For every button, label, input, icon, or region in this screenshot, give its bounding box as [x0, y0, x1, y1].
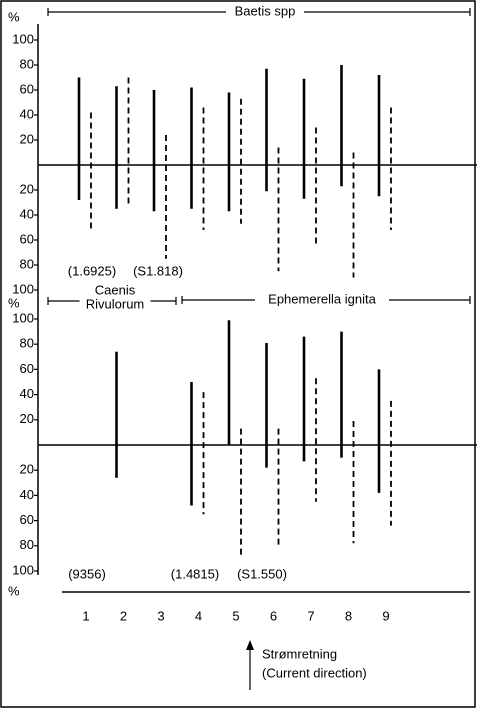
y-tick-label: 80: [20, 336, 34, 351]
x-tick-label: 6: [270, 608, 277, 623]
group-label: Rivulorum: [86, 296, 145, 311]
y-tick-label: 40: [20, 106, 34, 121]
y-axis-label-bottom: %: [8, 583, 20, 598]
y-tick-label: 100: [12, 310, 34, 325]
y-tick-label: 100: [12, 562, 34, 577]
x-tick-label: 5: [232, 608, 239, 623]
y-tick-label: 60: [20, 231, 34, 246]
group-label: Caenis: [95, 282, 136, 297]
y-tick-label: 20: [20, 181, 34, 196]
group-label-bg: [226, 5, 304, 19]
y-tick-label: 40: [20, 386, 34, 401]
y-tick-label: 20: [20, 462, 34, 477]
y-tick-label: 100: [12, 281, 34, 296]
y-tick-label: 80: [20, 537, 34, 552]
y-tick-label: 40: [20, 487, 34, 502]
y-tick-label: 80: [20, 256, 34, 271]
x-tick-label: 9: [382, 608, 389, 623]
y-tick-label: 100: [12, 31, 34, 46]
group-label: Baetis spp: [235, 3, 296, 18]
arrow-head: [246, 640, 254, 650]
x-tick-label: 1: [82, 608, 89, 623]
x-tick-label: 4: [195, 608, 202, 623]
annotation: (9356): [68, 566, 106, 581]
y-tick-label: 60: [20, 81, 34, 96]
y-axis-label: %: [8, 295, 20, 310]
note: (Current direction): [262, 665, 367, 680]
y-tick-label: 20: [20, 411, 34, 426]
y-tick-label: 60: [20, 512, 34, 527]
annotation: (1.6925): [68, 263, 116, 278]
y-tick-label: 60: [20, 361, 34, 376]
x-tick-label: 8: [345, 608, 352, 623]
y-tick-label: 40: [20, 206, 34, 221]
annotation: (S1.550): [237, 566, 287, 581]
y-tick-label: 80: [20, 56, 34, 71]
x-tick-label: 3: [157, 608, 164, 623]
group-label-bg: [90, 284, 140, 298]
x-tick-label: 2: [120, 608, 127, 623]
note: Strømretning: [262, 646, 337, 661]
y-tick-label: 20: [20, 131, 34, 146]
x-tick-label: 7: [307, 608, 314, 623]
group-label-bg: [255, 293, 389, 307]
annotation: (S1.818): [133, 263, 183, 278]
annotation: (1.4815): [171, 566, 219, 581]
y-axis-label: %: [8, 9, 20, 24]
group-label-bg: [79, 298, 151, 312]
group-label: Ephemerella ignita: [268, 291, 376, 306]
